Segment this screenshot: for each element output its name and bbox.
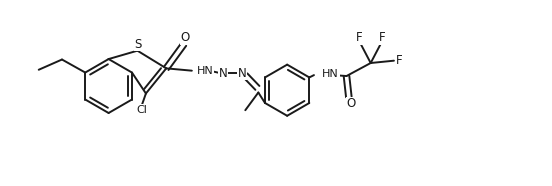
- Text: Cl: Cl: [137, 105, 147, 115]
- Text: N: N: [238, 67, 246, 79]
- Text: F: F: [356, 31, 363, 44]
- Text: F: F: [379, 31, 385, 44]
- Text: O: O: [347, 97, 356, 110]
- Text: N: N: [219, 67, 228, 79]
- Text: F: F: [396, 54, 403, 67]
- Text: S: S: [135, 38, 142, 51]
- Text: O: O: [181, 31, 190, 44]
- Text: HN: HN: [322, 69, 339, 79]
- Text: HN: HN: [197, 66, 213, 76]
